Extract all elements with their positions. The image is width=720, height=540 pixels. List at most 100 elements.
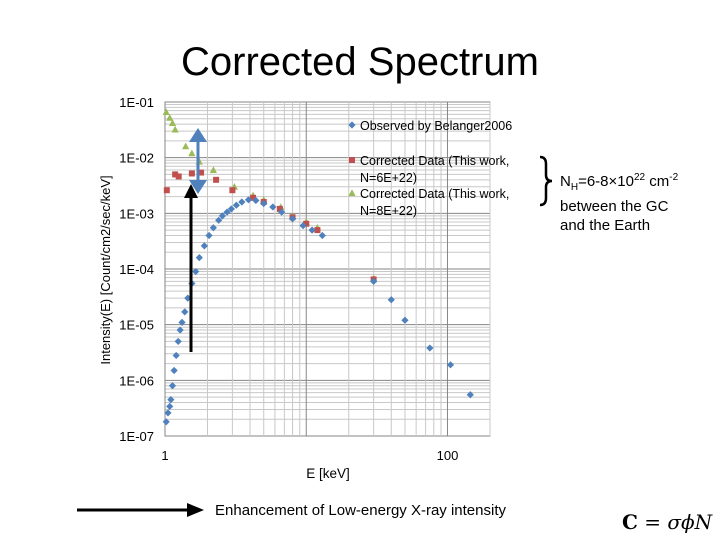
square-point [175, 173, 182, 180]
diamond-point [223, 208, 231, 216]
nh-exponent: 22 [633, 172, 646, 183]
diamond-point [166, 402, 174, 411]
diamond-point [288, 215, 297, 223]
diamond-point [170, 366, 178, 375]
legend-label-3: Corrected Data (This work, [360, 187, 509, 201]
diamond-point [168, 382, 177, 390]
square-point [188, 170, 195, 177]
x-axis-ticks: 1 100 [161, 448, 458, 463]
diamond-point [176, 326, 184, 334]
enhancement-arrow-head [184, 184, 198, 198]
triangle-point [188, 149, 196, 157]
nh-unit-exponent: -2 [669, 172, 679, 183]
diamond-point [178, 318, 186, 326]
square-point [213, 176, 220, 183]
diamond-point [218, 212, 227, 220]
diamond-point [164, 409, 172, 417]
diamond-point [162, 418, 170, 426]
nh-arrow-head-up [189, 128, 207, 142]
triangle-point [162, 108, 170, 116]
y-tick-label: 1E-01 [119, 95, 154, 110]
annotations [77, 128, 553, 517]
diamond-point [244, 196, 253, 204]
square-point [314, 227, 321, 234]
nh-prefix: N [560, 173, 571, 190]
y-tick-label: 1E-04 [119, 262, 154, 277]
formula: C = σϕN [622, 510, 712, 534]
diamond-point [192, 267, 200, 276]
legend-label-2: Corrected Data (This work, [360, 154, 509, 168]
square-point [276, 205, 283, 212]
diamond-point [174, 337, 182, 346]
nh-line-2: between the GC [560, 198, 669, 215]
triangle-point [171, 125, 179, 133]
diamond-point [205, 231, 213, 240]
triangle-point [209, 166, 217, 174]
legend-marker-3 [348, 189, 356, 196]
diamond-point [308, 226, 316, 234]
y-axis-title: Intensity(E) [Count/cm2/sec/keV] [98, 175, 113, 364]
diamond-point [209, 224, 217, 232]
data-marks [162, 108, 474, 426]
y-tick-label: 1E-06 [119, 373, 154, 388]
legend-marker-1 [348, 121, 356, 129]
legend-label-2: N=6E+22) [360, 171, 417, 185]
triangle-point [168, 119, 177, 126]
nh-unit: cm [645, 173, 670, 190]
diamond-point [172, 351, 180, 360]
y-tick-label: 1E-03 [119, 206, 154, 221]
column-density-note: NH=6-8×1022 cm-2 between the GC and the … [560, 168, 720, 235]
formula-lhs: C [622, 510, 638, 534]
diamond-point [299, 222, 307, 230]
nh-range: =6-8×10 [578, 173, 634, 190]
square-point [229, 187, 236, 194]
y-tick-label: 1E-07 [119, 429, 154, 444]
formula-rhs: = σϕN [637, 510, 713, 534]
y-tick-label: 1E-02 [119, 151, 154, 166]
diamond-point [195, 254, 203, 262]
nh-line-3: and the Earth [560, 217, 651, 234]
x-tick-label: 100 [437, 448, 459, 463]
diamond-point [466, 391, 474, 399]
enhancement-caption: Enhancement of Low-energy X-ray intensit… [215, 502, 506, 519]
legend-label-3: N=8E+22) [360, 204, 417, 218]
legend-marker-2 [349, 157, 355, 163]
diamond-point [370, 277, 378, 285]
square-point [198, 169, 205, 176]
diamond-point [167, 396, 175, 404]
square-point [303, 220, 310, 227]
x-axis-title: E [keV] [306, 466, 350, 481]
diamond-point [200, 242, 208, 250]
diamond-point [318, 231, 326, 240]
square-point [163, 187, 170, 194]
legend-label-1: Observed by Belanger2006 [360, 119, 512, 133]
diamond-point [181, 308, 189, 316]
diamond-point [387, 296, 395, 304]
y-axis-ticks: 1E-01 1E-02 1E-03 1E-04 1E-05 1E-06 1E-07 [119, 95, 154, 444]
x-tick-label: 1 [161, 448, 168, 463]
diamond-point [269, 203, 277, 211]
diamond-point [401, 316, 409, 324]
diamond-point [215, 216, 223, 224]
diamond-point [278, 208, 286, 216]
diamond-point [227, 205, 235, 213]
bottom-arrow-head [187, 503, 204, 517]
diamond-point [232, 201, 240, 209]
slide-title: Corrected Spectrum [181, 40, 539, 84]
triangle-point [166, 114, 174, 121]
chart-legend: Observed by Belanger2006 Corrected Data (… [348, 119, 512, 218]
diamond-point [260, 199, 268, 208]
nh-arrow-head-down [189, 180, 207, 194]
square-point [250, 194, 257, 201]
nh-subscript: H [570, 182, 579, 193]
diamond-point [426, 344, 434, 352]
chart-grid [164, 101, 491, 437]
series-1 [162, 196, 474, 426]
square-point [172, 171, 179, 178]
diamond-point [446, 361, 455, 369]
diamond-point [238, 198, 246, 206]
diamond-point [252, 196, 260, 205]
brace-icon [539, 155, 553, 207]
y-tick-label: 1E-05 [119, 318, 154, 333]
